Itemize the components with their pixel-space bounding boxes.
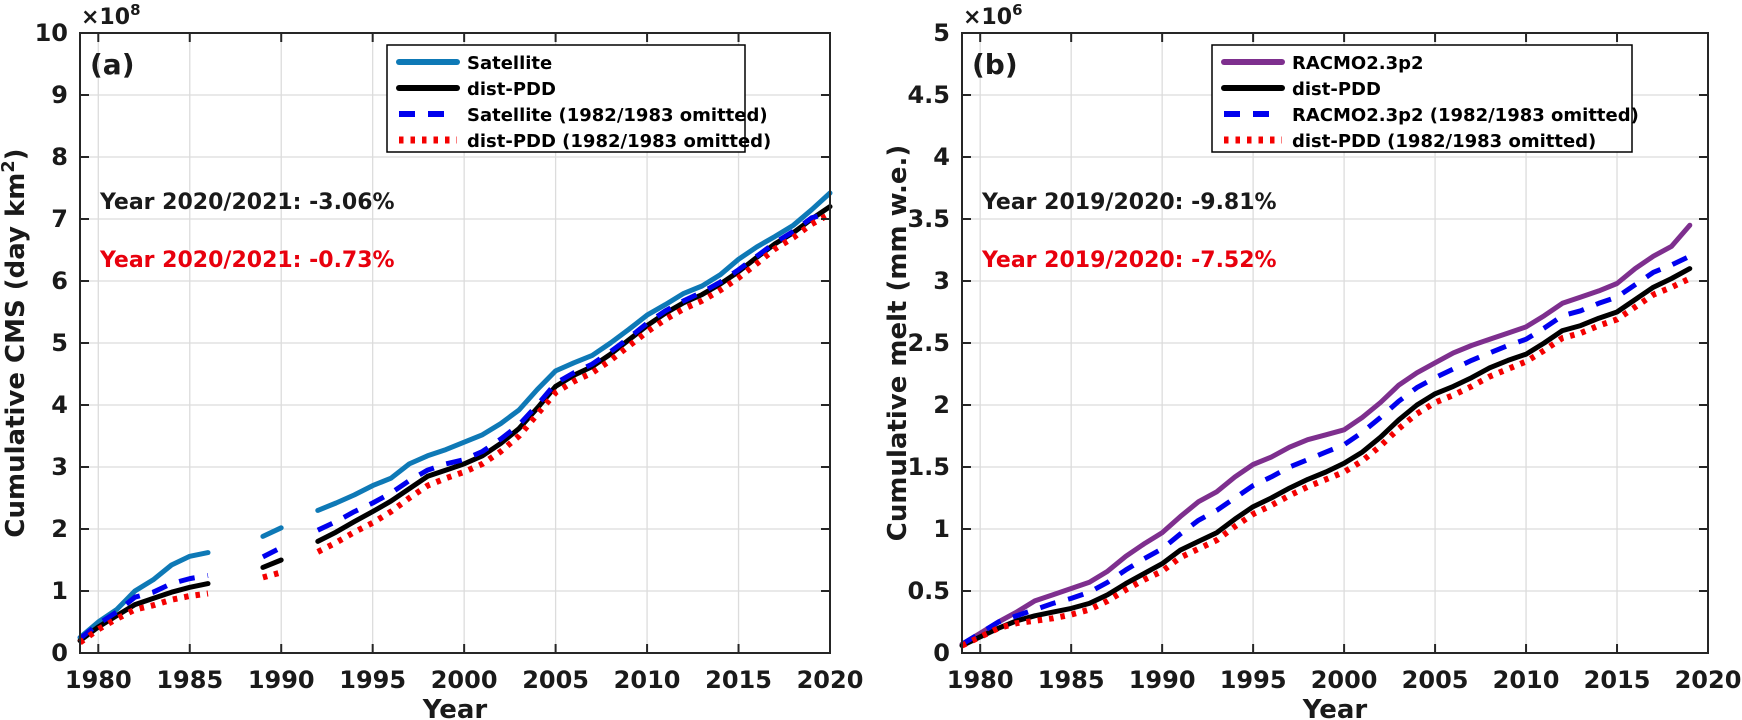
series-line-dist-pdd-1982-1983-omitted <box>960 275 1692 649</box>
y-tick-label: 8 <box>51 143 68 171</box>
x-tick-label: 2015 <box>705 666 772 694</box>
x-tick-label: 1985 <box>1038 666 1105 694</box>
x-tick-label: 1990 <box>1129 666 1196 694</box>
y-tick-label: 6 <box>51 267 68 295</box>
annotation-omitted-period: Year 2019/2020: -7.52% <box>981 248 1277 273</box>
x-axis-title: Year <box>1302 695 1368 720</box>
series-line-dist-pdd-1982-1983-omitted <box>316 211 832 555</box>
series-line-satellite-1982-1983-omitted <box>316 210 831 533</box>
series-line-dist-pdd-1982-1983-omitted <box>78 590 209 645</box>
y-tick-label: 3.5 <box>907 205 950 233</box>
x-tick-label: 2000 <box>431 666 498 694</box>
legend-label-dist-pdd: dist-PDD <box>467 79 556 100</box>
legend-label-dist-pdd-1982-1983-omitted: dist-PDD (1982/1983 omitted) <box>1292 131 1596 152</box>
panel-a: 1980 1985 1990 1995 2000 2005 2010 2015 2020 0 1 2 3… <box>0 1 863 720</box>
y-tick-label: 4 <box>933 143 950 171</box>
x-tick-label: 1990 <box>248 666 315 694</box>
legend-label-satellite: Satellite <box>467 53 552 74</box>
x-tick-label: 2005 <box>1402 666 1469 694</box>
x-tick-label: 2005 <box>522 666 589 694</box>
panel-b: 1980 1985 1990 1995 2000 2005 2010 2015 2020 0 0.5… <box>883 1 1741 720</box>
x-tick-label: 2020 <box>1675 666 1742 694</box>
series-line-dist-pdd <box>77 581 211 644</box>
annotation-omitted-period: Year 2020/2021: -0.73% <box>99 248 395 273</box>
y-tick-label: 1.5 <box>907 453 950 481</box>
x-tick-label: 1995 <box>339 666 406 694</box>
y-tick-label: 2.5 <box>907 329 950 357</box>
annotation-full-period: Year 2019/2020: -9.81% <box>981 190 1277 215</box>
x-tick-label: 1995 <box>1220 666 1287 694</box>
legend-label-racmo2-3p2: RACMO2.3p2 <box>1292 53 1424 74</box>
series-line-racmo2-3p2 <box>959 222 1693 647</box>
series-line-dist-pdd-1982-1983-omitted <box>262 569 282 581</box>
x-tick-label: 1980 <box>947 666 1014 694</box>
x-tick-label: 1985 <box>156 666 223 694</box>
series-line-satellite-1982-1983-omitted <box>78 573 209 641</box>
series-line-satellite <box>315 190 833 513</box>
x-tick-label: 1980 <box>65 666 132 694</box>
x-tick-label: 2020 <box>797 666 864 694</box>
series-line-satellite-1982-1983-omitted <box>261 545 283 560</box>
axis-exponent-label: ×106 <box>963 1 1023 30</box>
legend-label-racmo2-3p2-1982-1983-omitted: RACMO2.3p2 (1982/1983 omitted) <box>1292 105 1639 126</box>
y-tick-label: 2 <box>933 391 950 419</box>
y-tick-label: 4.5 <box>907 81 950 109</box>
y-tick-label: 3 <box>933 267 950 295</box>
annotation-full-period: Year 2020/2021: -3.06% <box>99 190 395 215</box>
series-line-dist-pdd <box>959 266 1693 649</box>
y-tick-label: 0.5 <box>907 577 950 605</box>
series-line-satellite <box>77 550 211 640</box>
legend-label-satellite-1982-1983-omitted: Satellite (1982/1983 omitted) <box>467 105 768 126</box>
y-tick-label: 9 <box>51 81 68 109</box>
y-tick-label: 0 <box>51 639 68 667</box>
y-tick-label: 5 <box>51 329 68 357</box>
series-line-dist-pdd <box>260 557 284 570</box>
x-tick-label: 2010 <box>614 666 681 694</box>
axis-exponent-label: ×108 <box>81 1 141 30</box>
y-tick-label: 10 <box>35 19 68 47</box>
panel-label: (b) <box>972 48 1018 81</box>
panel-label: (a) <box>90 48 135 81</box>
y-axis-title: Cumulative CMS (day km2) <box>0 148 31 537</box>
legend-label-dist-pdd: dist-PDD <box>1292 79 1381 100</box>
series-line-satellite <box>260 525 284 539</box>
x-tick-label: 2010 <box>1493 666 1560 694</box>
y-axis-title: Cumulative melt (mm w.e.) <box>883 145 913 542</box>
y-tick-label: 0 <box>933 639 950 667</box>
x-tick-label: 2015 <box>1584 666 1651 694</box>
y-tick-label: 3 <box>51 453 68 481</box>
y-tick-label: 2 <box>51 515 68 543</box>
y-tick-label: 1 <box>933 515 950 543</box>
y-tick-label: 1 <box>51 577 68 605</box>
y-tick-label: 4 <box>51 391 68 419</box>
series-line-racmo2-3p2-1982-1983-omitted <box>960 253 1691 647</box>
y-tick-label: 7 <box>51 205 68 233</box>
x-tick-label: 2000 <box>1311 666 1378 694</box>
x-axis-title: Year <box>422 695 488 720</box>
legend-label-dist-pdd-1982-1983-omitted: dist-PDD (1982/1983 omitted) <box>467 131 771 152</box>
y-tick-label: 5 <box>933 19 950 47</box>
